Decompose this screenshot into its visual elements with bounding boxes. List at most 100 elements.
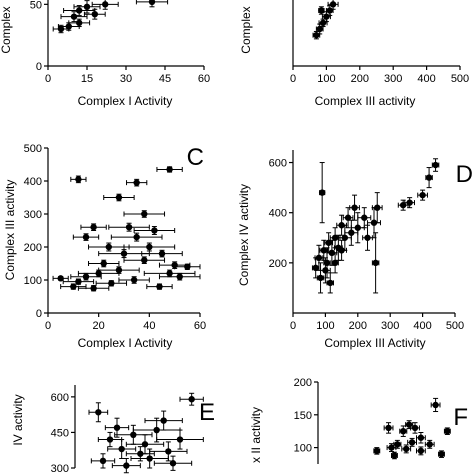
panel-b-xtick-label: 500 bbox=[451, 73, 469, 85]
panel-d-ytick-label: 400 bbox=[269, 208, 287, 220]
panel-d: Complex IV activity Complex III Activity… bbox=[237, 150, 473, 350]
panel-c-data-point bbox=[57, 275, 64, 282]
panel-b-xtick-label: 200 bbox=[351, 73, 369, 85]
panel-b-data-point bbox=[316, 25, 323, 33]
panel-d-ytick-label: 200 bbox=[269, 258, 287, 270]
panel-f-data-point bbox=[408, 439, 416, 446]
panel-f: x II activity F 100 150 200 bbox=[249, 377, 468, 464]
panel-a-data-point bbox=[91, 11, 99, 18]
panel-c-data-point bbox=[115, 194, 123, 201]
panel-f-data-point bbox=[417, 434, 425, 441]
panel-e-data-point bbox=[137, 450, 144, 457]
panel-f-data-point bbox=[385, 424, 392, 432]
panel-a-data-point bbox=[57, 25, 65, 33]
panel-d-xtick-label: 400 bbox=[413, 320, 431, 332]
panel-b-data-point bbox=[326, 7, 333, 14]
panel-a: Complex Complex I Activity 0 50 0 15 30 45 60 bbox=[0, 0, 210, 108]
panel-c-ytick-label: 100 bbox=[24, 275, 42, 287]
panel-b-data-point bbox=[323, 13, 330, 20]
panel-f-label: F bbox=[453, 404, 468, 431]
panel-d-xtick-label: 200 bbox=[349, 320, 367, 332]
panel-e-data-point bbox=[99, 457, 107, 465]
panel-f-ylabel: x II activity bbox=[249, 407, 263, 463]
panel-f-data-point bbox=[417, 447, 425, 455]
panel-b-data-point bbox=[313, 31, 320, 39]
panel-c-label: C bbox=[187, 144, 204, 171]
panel-d-data-point bbox=[327, 279, 334, 287]
panel-c-xtick-label: 40 bbox=[143, 320, 155, 332]
panel-a-xtick-label: 15 bbox=[81, 73, 93, 85]
panel-c-ytick-label: 300 bbox=[24, 209, 42, 221]
panel-f-data-point bbox=[438, 450, 445, 458]
panel-f-data-point bbox=[373, 447, 380, 455]
panel-c-data-point bbox=[90, 224, 97, 231]
panel-d-data-point bbox=[406, 199, 413, 206]
panel-d-data-point bbox=[354, 224, 361, 231]
panel-a-data-point bbox=[70, 13, 78, 20]
panel-c-data-point bbox=[90, 285, 97, 292]
panel-b-xtick-label: 300 bbox=[384, 73, 402, 85]
panel-d-data-point bbox=[318, 189, 326, 196]
panel-d-data-point bbox=[320, 247, 327, 254]
panel-a-data-point bbox=[76, 19, 83, 27]
panel-e-ytick-label: 450 bbox=[51, 427, 69, 439]
panel-d-data-point bbox=[338, 222, 345, 229]
panel-e-ytick-label: 600 bbox=[51, 392, 69, 404]
panel-c-data-point bbox=[82, 273, 90, 280]
panel-c-data-point bbox=[156, 283, 163, 290]
panel-d-data-point bbox=[328, 249, 336, 257]
panel-c-data-point bbox=[133, 233, 140, 241]
panel-e-data-point bbox=[130, 431, 137, 438]
panel-a-data-point bbox=[102, 1, 109, 8]
panel-f-data-point bbox=[388, 444, 395, 451]
panel-c-data-point bbox=[70, 283, 77, 290]
panel-d-xlabel: Complex III Activity bbox=[324, 336, 425, 350]
panel-e-label: E bbox=[199, 399, 215, 426]
panel-d-data-point bbox=[364, 234, 371, 241]
panel-a-xtick-label: 0 bbox=[45, 73, 51, 85]
panel-a-ytick-label: 0 bbox=[36, 61, 42, 73]
panel-d-data-point bbox=[432, 161, 439, 169]
panel-d-data-point bbox=[325, 239, 332, 246]
panel-c-ylabel: Complex III activity bbox=[3, 180, 17, 281]
panel-a-xlabel: Complex I Activity bbox=[78, 94, 173, 108]
panel-c-data-point bbox=[184, 263, 191, 270]
panel-a-xtick-label: 45 bbox=[159, 73, 171, 85]
panel-a-data-point bbox=[83, 3, 91, 10]
panel-d-data-point bbox=[425, 174, 433, 181]
panel-c-data-point bbox=[151, 227, 158, 234]
panel-c-data-point bbox=[133, 179, 140, 186]
panel-c-ytick-label: 200 bbox=[24, 242, 42, 254]
panel-c-data-point bbox=[120, 250, 128, 257]
panel-d-data-point bbox=[317, 274, 324, 282]
panel-c-data-point bbox=[75, 176, 82, 183]
panel-c-ytick-label: 400 bbox=[24, 176, 42, 188]
panel-c-data-point bbox=[125, 224, 133, 231]
panel-b-xlabel: Complex III activity bbox=[315, 94, 416, 108]
panel-a-xtick-label: 30 bbox=[120, 73, 132, 85]
panel-e-data-point bbox=[160, 417, 167, 424]
panel-c-data-point bbox=[75, 278, 82, 285]
panel-c-data-point bbox=[166, 270, 173, 277]
panel-f-data-point bbox=[405, 421, 413, 428]
panel-c-data-point bbox=[108, 280, 115, 287]
panel-d-ytick-label: 600 bbox=[269, 158, 287, 170]
panel-e-data-point bbox=[118, 445, 125, 453]
panel-d-data-point bbox=[361, 214, 368, 221]
panel-e-data-point bbox=[176, 436, 184, 443]
panel-d-data-point bbox=[315, 254, 323, 262]
panel-b-data-point bbox=[319, 19, 327, 27]
panel-c-data-point bbox=[166, 166, 173, 173]
panel-d-data-point bbox=[312, 264, 319, 272]
panel-d-data-point bbox=[323, 259, 331, 267]
panel-d-label: D bbox=[456, 161, 473, 188]
panel-c-data-point bbox=[158, 250, 166, 257]
panel-e-data-point bbox=[106, 436, 114, 443]
panel-d-data-point bbox=[374, 204, 381, 211]
panel-b-xtick-label: 100 bbox=[317, 73, 335, 85]
panel-f-data-point bbox=[444, 428, 451, 435]
panel-f-data-point bbox=[403, 445, 410, 453]
panel-b-ylabel: Complex bbox=[239, 6, 253, 53]
panel-b: Complex Complex III activity 0 100 200 300 4… bbox=[239, 0, 469, 108]
